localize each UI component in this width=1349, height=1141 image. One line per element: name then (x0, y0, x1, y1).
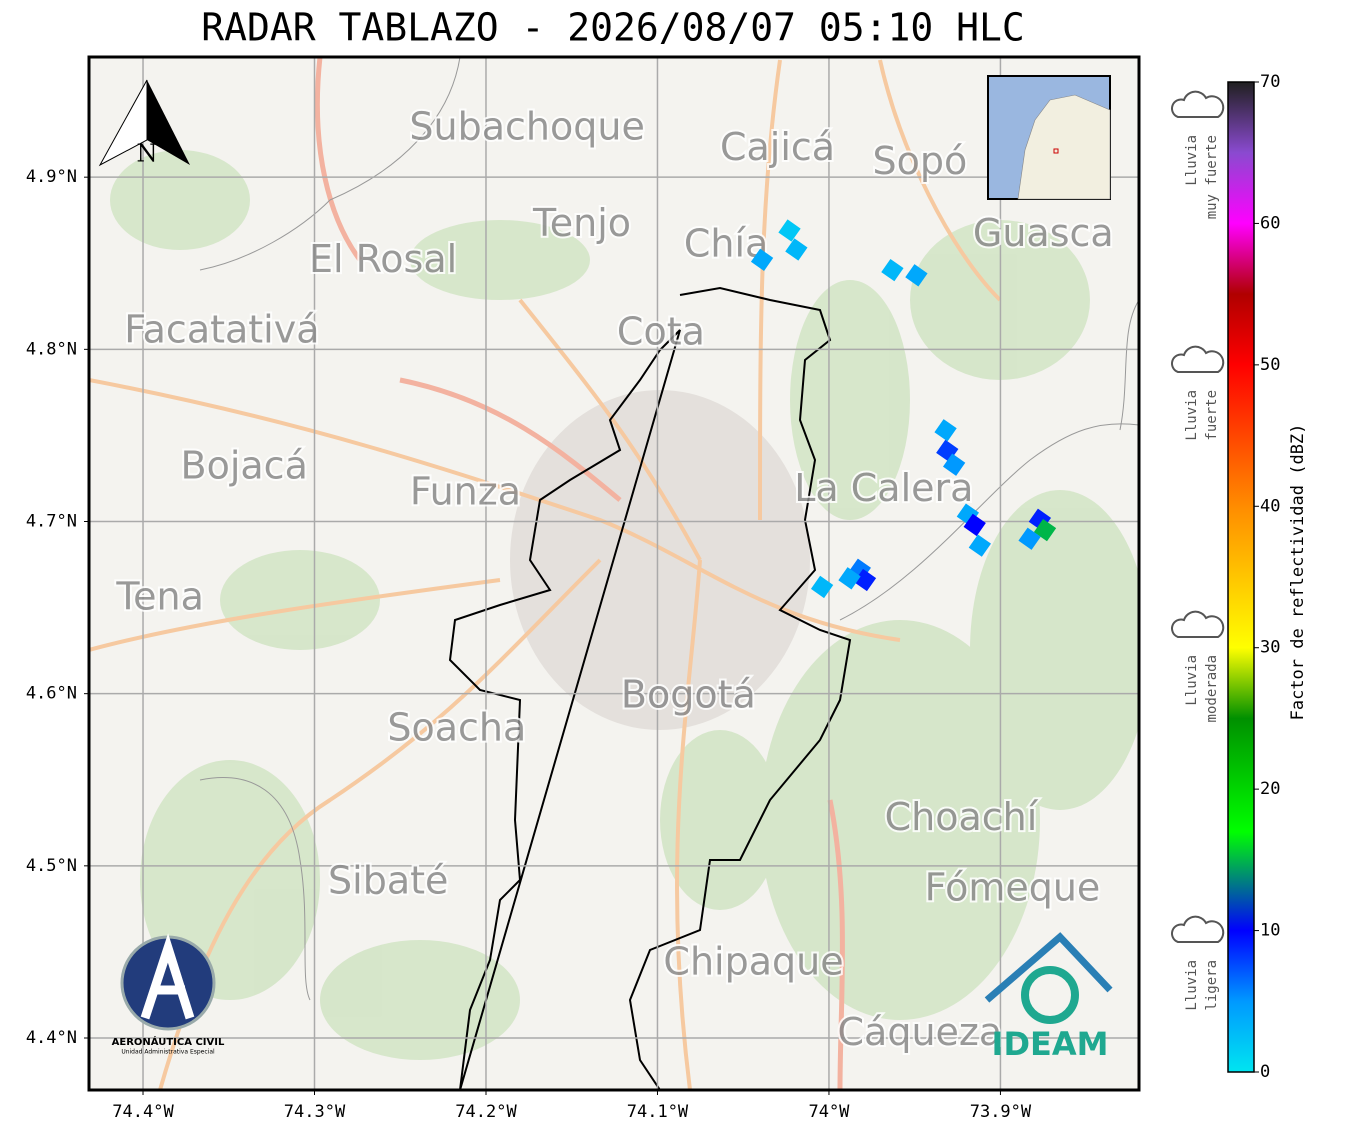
place-label: Cota (617, 309, 705, 353)
y-tick-label: 4.6°N (26, 684, 77, 704)
colorbar-tick-label: 70 (1260, 72, 1280, 92)
colorbar-tick-label: 50 (1260, 355, 1280, 375)
place-label: Cáqueza (838, 1010, 1003, 1054)
place-label: Sopó (872, 139, 967, 183)
colorbar-tick-label: 0 (1260, 1062, 1270, 1082)
x-tick-label: 74.2°W (455, 1102, 517, 1122)
radar-echo (881, 259, 904, 282)
y-tick-label: 4.4°N (26, 1028, 77, 1048)
place-label: Tena (115, 574, 204, 618)
legend-label: ligera (1204, 960, 1220, 1011)
place-label: Fómeque (925, 865, 1101, 909)
place-label: Guasca (973, 211, 1114, 255)
north-label: N (137, 140, 158, 168)
legend-label: Lluvia (1184, 135, 1200, 186)
logo-text: AERONÁUTICA CIVIL (112, 1035, 225, 1048)
radar-echo (942, 453, 966, 476)
map-frame (87, 55, 1141, 1092)
place-label: Sibaté (328, 859, 448, 903)
place-label: Cajicá (720, 125, 835, 169)
place-label: Bojacá (181, 444, 308, 488)
radar-echo (778, 219, 801, 242)
north-arrow: N (98, 79, 190, 168)
x-tick-label: 74°W (808, 1102, 850, 1122)
radar-echo (838, 567, 861, 590)
radar-echo (810, 575, 834, 599)
colorbar-tick-label: 30 (1260, 638, 1280, 658)
place-label: Soacha (387, 705, 526, 749)
y-tick-label: 4.8°N (26, 339, 77, 359)
weather-icon (1171, 345, 1225, 373)
y-tick-label: 4.5°N (26, 856, 77, 876)
weather-icon (1171, 610, 1225, 638)
weather-icon (1171, 915, 1225, 943)
x-tick-label: 74.4°W (112, 1102, 174, 1122)
colorbar (1227, 81, 1255, 1073)
place-label: Subachoque (409, 104, 644, 148)
y-tick-label: 4.7°N (26, 512, 77, 532)
place-label: Tenjo (532, 201, 631, 245)
radar-echo (750, 248, 774, 271)
radar-echo (905, 264, 928, 287)
radar-echo (1018, 527, 1041, 550)
inset-map (987, 75, 1111, 200)
x-tick-label: 73.9°W (970, 1102, 1032, 1122)
place-label: Facatativá (124, 308, 319, 352)
legend-label: Lluvia (1184, 655, 1200, 706)
x-tick-label: 74.1°W (627, 1102, 689, 1122)
title: RADAR TABLAZO - 2026/08/07 05:10 HLC (201, 6, 1025, 50)
legend-label: muy fuerte (1204, 135, 1220, 219)
radar-echo (963, 513, 986, 537)
radar-echo (934, 419, 957, 442)
place-label: Funza (410, 469, 521, 513)
radar-echo (968, 534, 992, 557)
legend-label: moderada (1204, 655, 1220, 722)
place-label: Choachí (885, 795, 1039, 839)
legend-label: Lluvia (1184, 390, 1200, 441)
logo-subtext: Unidad Administrativa Especial (121, 1049, 215, 1056)
colorbar-tick-label: 40 (1260, 496, 1280, 516)
weather-icon (1171, 90, 1225, 118)
place-label: La Calera (794, 466, 973, 510)
colorbar-tick-label: 20 (1260, 779, 1280, 799)
x-tick-label: 74.3°W (284, 1102, 346, 1122)
radar-echo (785, 238, 808, 261)
legend-label: Lluvia (1184, 960, 1200, 1011)
y-tick-label: 4.9°N (26, 167, 77, 187)
colorbar-label: Factor de reflectividad (dBZ) (1288, 424, 1308, 721)
place-label: El Rosal (309, 237, 457, 281)
logo-ideam: IDEAM (984, 932, 1113, 1063)
logo-aerocivil: AERONÁUTICA CIVIL Unidad Administrativa … (112, 933, 225, 1056)
place-label: Bogotá (621, 673, 756, 717)
radar-echo (1033, 518, 1057, 542)
legend-label: fuerte (1204, 390, 1220, 441)
logo-text: IDEAM (992, 1025, 1109, 1063)
place-label: Chipaque (663, 939, 843, 983)
colorbar-tick-label: 10 (1260, 921, 1280, 941)
radar-echo (853, 568, 877, 592)
colorbar-tick-label: 60 (1260, 213, 1280, 233)
